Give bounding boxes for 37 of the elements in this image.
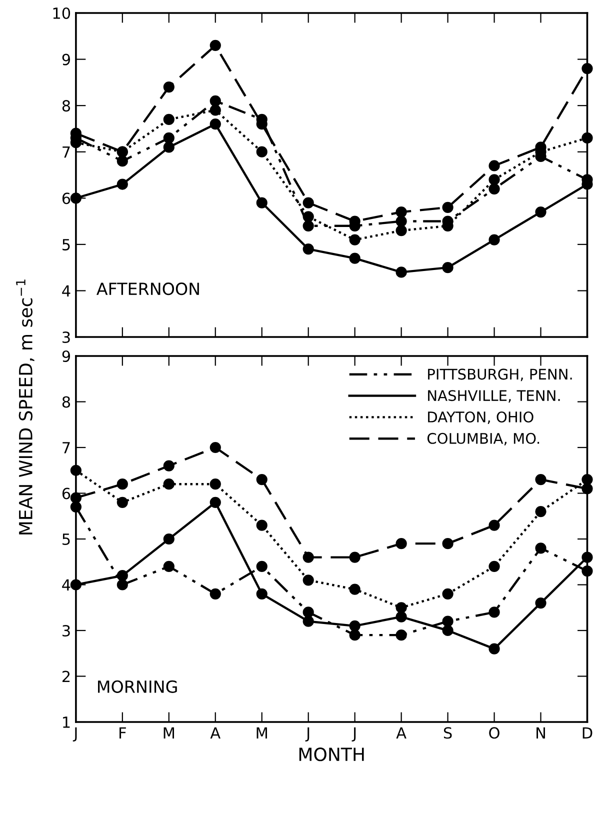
y-tick-label: 8 <box>62 396 70 408</box>
y-tick-label: 6 <box>62 192 70 204</box>
y-tick-label: 3 <box>62 624 70 637</box>
x-tick-label: J <box>352 727 356 742</box>
y-tick-label: 7 <box>62 146 70 158</box>
y-tick-label: 4 <box>62 285 70 297</box>
y-tick-label: 5 <box>62 534 70 546</box>
legend-label: PITTSBURGH, PENN. <box>428 368 572 382</box>
x-tick-label: S <box>444 727 452 739</box>
y-tick-label: 8 <box>62 100 70 112</box>
x-tick-label: A <box>210 727 220 738</box>
legend-label: COLUMBIA, MO. <box>427 432 540 446</box>
x-tick-label: F <box>120 727 126 738</box>
y-tick-label: 9 <box>62 54 70 66</box>
x-tick-label: A <box>396 727 406 738</box>
x-tick-label: J <box>72 727 77 742</box>
legend-label: DAYTON, OHIO <box>428 411 534 424</box>
x-tick-label: J <box>305 727 310 742</box>
x-axis-title: MONTH <box>299 748 364 762</box>
y-tick-label: 3 <box>62 331 70 344</box>
y-tick-label: 6 <box>62 488 70 500</box>
x-tick-label: M <box>164 727 174 738</box>
legend-label: NASHVILLE, TENN. <box>428 390 560 403</box>
x-tick-label: M <box>256 727 267 738</box>
y-tick-label: 4 <box>62 579 70 591</box>
y-tick-label: 5 <box>62 239 70 250</box>
y-tick-label: 1 <box>63 716 70 728</box>
x-tick-label: N <box>536 727 545 738</box>
y-axis-title: MEAN WIND SPEED, m sec$^{−1}$ <box>16 280 34 534</box>
y-tick-label: 7 <box>62 442 70 454</box>
y-tick-label: 9 <box>62 350 70 362</box>
y-tick-label: 2 <box>62 670 70 682</box>
annotation: MORNING <box>98 680 177 693</box>
y-tick-label: 10 <box>53 7 70 20</box>
x-tick-label: D <box>582 727 592 738</box>
x-tick-label: O <box>489 727 500 739</box>
annotation: AFTERNOON <box>96 282 199 296</box>
